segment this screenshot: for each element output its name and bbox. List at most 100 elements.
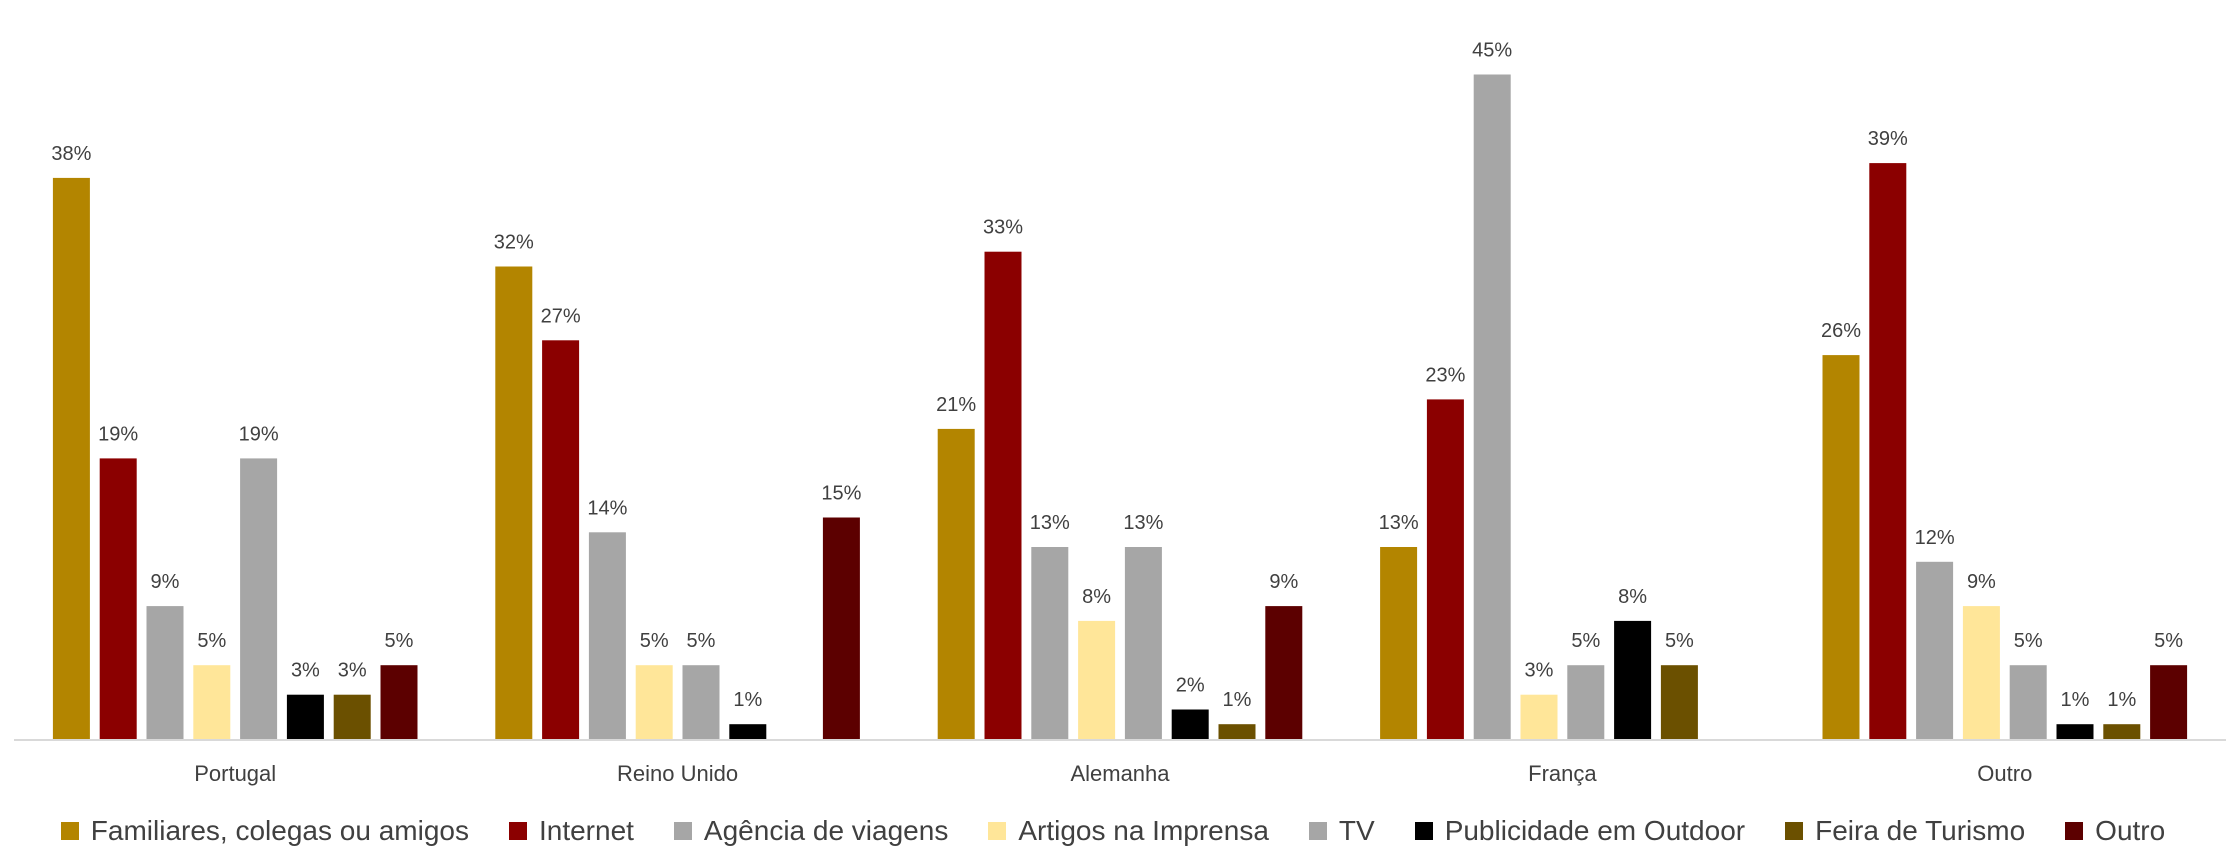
legend-label: Internet	[538, 815, 634, 846]
legend-item: Internet	[508, 815, 634, 847]
data-label: 14%	[587, 497, 627, 519]
legend-item: TV	[1308, 815, 1375, 847]
data-label: 21%	[936, 394, 976, 416]
legend-swatch	[988, 822, 1007, 840]
bars-layer	[52, 74, 2188, 740]
data-label: 5%	[687, 630, 716, 652]
data-label: 5%	[2014, 630, 2043, 652]
data-label: 15%	[821, 483, 861, 505]
legend-swatch	[1308, 822, 1327, 840]
data-label: 5%	[1571, 630, 1600, 652]
legend-item: Agência de viagens	[673, 815, 949, 847]
legend-item: Feira de Turismo	[1785, 815, 2025, 847]
bar	[1660, 665, 1698, 739]
data-label: 32%	[494, 232, 534, 254]
legend-label: Publicidade em Outdoor	[1444, 815, 1746, 846]
legend-item: Artigos na Imprensa	[988, 815, 1269, 847]
bar	[1567, 665, 1605, 739]
data-label: 5%	[1665, 630, 1694, 652]
legend-label: Familiares, colegas ou amigos	[90, 815, 469, 846]
chart-legend: Familiares, colegas ou amigos Internet Agê…	[0, 812, 2226, 850]
legend-label: Agência de viagens	[703, 815, 949, 846]
bar	[1869, 163, 1907, 740]
bar	[1218, 724, 1256, 739]
bar	[495, 266, 533, 739]
bar	[2056, 724, 2094, 739]
data-label: 38%	[51, 143, 91, 165]
data-label: 13%	[1379, 512, 1419, 534]
bar	[1962, 606, 2000, 739]
legend-item: Familiares, colegas ou amigos	[60, 815, 469, 847]
bar	[984, 251, 1022, 739]
legend-label: Feira de Turismo	[1815, 815, 2026, 846]
data-label: 19%	[239, 423, 279, 445]
bar	[1473, 74, 1511, 739]
bar	[542, 340, 580, 739]
data-label: 8%	[1082, 586, 1111, 608]
bar	[822, 517, 860, 739]
legend-label: Outro	[2095, 815, 2166, 846]
data-label: 3%	[1525, 660, 1554, 682]
bar	[1426, 399, 1464, 739]
data-label: 5%	[2154, 630, 2183, 652]
data-label: 9%	[1967, 571, 1996, 593]
data-label: 9%	[151, 571, 180, 593]
data-label: 1%	[2061, 689, 2090, 711]
data-label: 1%	[2107, 689, 2136, 711]
bar	[333, 694, 371, 739]
data-label: 2%	[1176, 675, 1205, 697]
bar	[99, 458, 137, 739]
legend-swatch	[60, 822, 79, 840]
legend-item: Publicidade em Outdoor	[1414, 815, 1746, 847]
category-label: Alemanha	[1070, 761, 1170, 786]
data-label: 33%	[983, 217, 1023, 239]
bar	[1614, 620, 1652, 739]
bar	[682, 665, 720, 739]
category-label: Outro	[1977, 761, 2032, 786]
value-labels-layer: 38% 19% 9% 5% 19% 3% 3% 5% 32% 27% 14% 5% 5% 1% 15% 21%…	[51, 40, 2183, 712]
data-label: 9%	[1269, 571, 1298, 593]
data-label: 8%	[1618, 586, 1647, 608]
legend-item: Outro	[2065, 815, 2165, 847]
data-label: 5%	[197, 630, 226, 652]
data-label: 12%	[1915, 527, 1955, 549]
data-label: 27%	[541, 305, 581, 327]
data-label: 5%	[640, 630, 669, 652]
bar	[588, 532, 626, 739]
category-labels-layer: Portugal Reino Unido Alemanha França Outro	[194, 761, 2032, 786]
data-label: 3%	[291, 660, 320, 682]
legend-swatch	[1785, 822, 1804, 840]
data-label: 3%	[338, 660, 367, 682]
bar	[635, 665, 673, 739]
category-label: Reino Unido	[617, 761, 738, 786]
bar	[1124, 547, 1162, 739]
bar	[729, 724, 767, 739]
data-label: 19%	[98, 423, 138, 445]
bar	[1265, 606, 1303, 739]
bar	[2009, 665, 2047, 739]
bar	[937, 428, 975, 739]
bar	[52, 177, 90, 739]
bar	[1171, 709, 1209, 739]
legend-label: TV	[1338, 815, 1375, 846]
legend-swatch	[673, 822, 692, 840]
legend-label: Artigos na Imprensa	[1018, 815, 1269, 846]
bar	[1380, 547, 1418, 739]
data-label: 39%	[1868, 128, 1908, 150]
bar	[286, 694, 324, 739]
bar	[1031, 547, 1069, 739]
bar	[2150, 665, 2188, 739]
legend-swatch	[1414, 822, 1433, 840]
data-label: 23%	[1425, 364, 1465, 386]
data-label: 1%	[1223, 689, 1252, 711]
data-label: 13%	[1123, 512, 1163, 534]
data-label: 13%	[1030, 512, 1070, 534]
bar	[1078, 620, 1116, 739]
data-label: 1%	[733, 689, 762, 711]
bar	[2103, 724, 2141, 739]
data-label: 45%	[1472, 40, 1512, 62]
bar	[146, 606, 184, 739]
data-label: 5%	[385, 630, 414, 652]
bar	[193, 665, 231, 739]
